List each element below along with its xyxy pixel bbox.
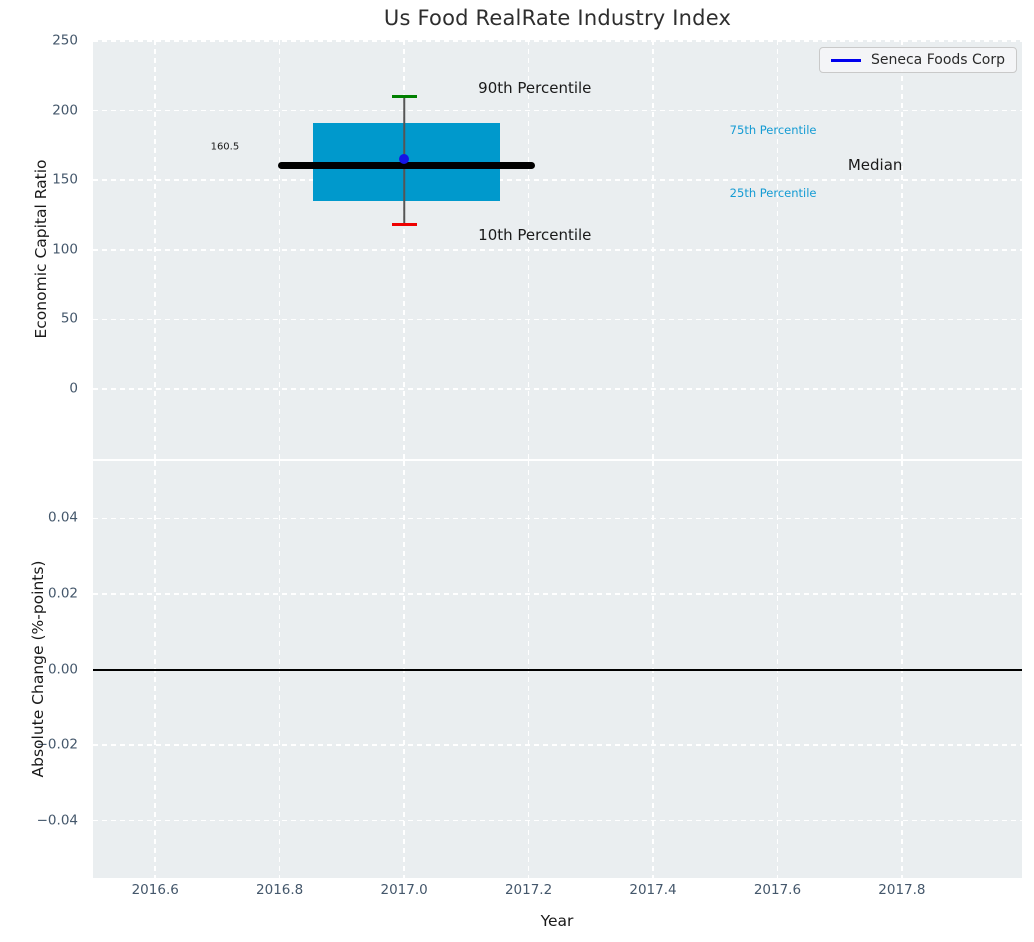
y-axis-label-bottom: Absolute Change (%-points) [29,560,47,778]
whisker-cap-10th [391,222,417,226]
gridline-y-0.02 [93,593,1022,595]
zero-line [93,668,1022,671]
annotation-25th-percentile: 25th Percentile [729,186,817,201]
gridline-y-150 [93,179,1022,181]
x-tick-label-2017.0: 2017.0 [380,882,428,898]
legend-line-swatch [830,58,861,62]
y-tick-label-200: 200 [52,101,78,118]
x-axis-ticks: 2016.6 2016.8 2017.0 2017.2 2017.4 2017.6 2017… [93,880,1022,902]
gridline-y-−0.04 [93,819,1022,822]
y-tick-label-0.04: 0.04 [47,509,78,526]
y-tick-label-0.02: 0.02 [47,585,78,602]
annotation-75th-percentile: 75th Percentile [729,123,817,138]
chart-title: Us Food RealRate Industry Index [383,6,732,30]
x-axis-label: Year [540,912,574,930]
y-axis-ticks-top: 0 50 100 150 200 250 [0,34,80,459]
x-tick-label-2016.6: 2016.6 [131,882,179,898]
y-tick-label-0.00: 0.00 [47,660,78,677]
gridline-y-0 [93,388,1022,390]
company-point [399,153,410,164]
gridline-y-250 [93,40,1022,42]
top-plot-area: Seneca Foods Corp 90th Percentile 160.5 75… [93,40,1022,459]
x-tick-label-2017.2: 2017.2 [504,882,553,898]
gridline-y-−0.02 [93,744,1022,746]
annotation-90th-percentile: 90th Percentile [478,79,592,98]
median-line [277,162,535,170]
y-axis-label-top: Economic Capital Ratio [32,159,50,339]
y-tick-label-150: 150 [52,171,78,188]
y-tick-label-50: 50 [60,310,78,327]
y-tick-label-−0.02: −0.02 [36,736,78,753]
bottom-plot-area [93,461,1022,878]
x-tick-label-2017.6: 2017.6 [753,882,802,898]
x-tick-label-2016.8: 2016.8 [256,882,304,898]
y-tick-label-100: 100 [52,241,78,258]
gridline-y-50 [93,318,1022,321]
annotation-median: Median [847,155,903,174]
y-axis-ticks-bottom: 0.04 0.02 0.00 −0.02 −0.04 [0,461,80,878]
gridline-y-0.04 [93,517,1022,520]
annotation-160-5: 160.5 [210,141,240,153]
legend-label: Seneca Foods Corp [870,52,1005,68]
y-tick-label-−0.04: −0.04 [36,811,78,828]
y-tick-label-0: 0 [69,380,78,397]
gridline-y-200 [93,109,1022,112]
whisker-cap-90th [391,95,417,99]
gridline-y-100 [93,249,1022,251]
y-tick-label-250: 250 [52,32,78,49]
legend: Seneca Foods Corp [818,47,1017,73]
annotation-10th-percentile: 10th Percentile [478,225,592,244]
x-tick-label-2017.4: 2017.4 [629,882,677,898]
x-tick-label-2017.8: 2017.8 [878,882,926,898]
